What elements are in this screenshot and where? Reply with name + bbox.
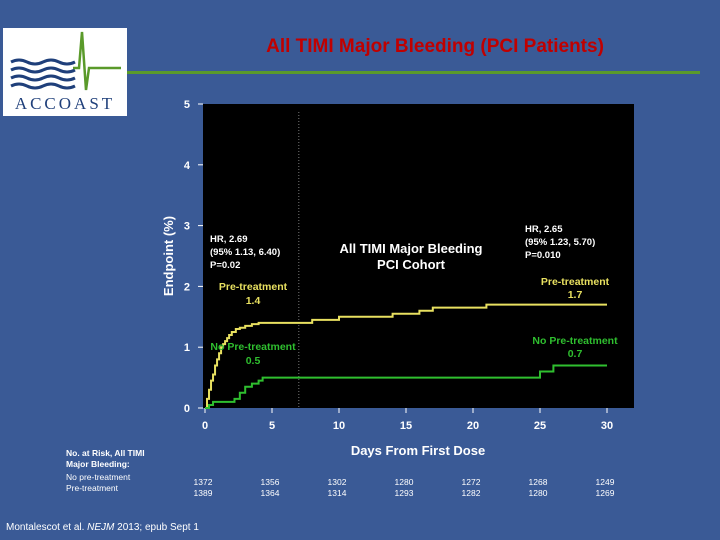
risk-table-header: No. at Risk, All TIMI Major Bleeding:: [66, 448, 145, 470]
risk-value-no-pre: 1356: [260, 477, 280, 487]
slide-title: All TIMI Major Bleeding (PCI Patients): [266, 36, 604, 57]
x-tick-label: 5: [269, 420, 275, 432]
risk-value-pre: 1280: [528, 488, 548, 498]
risk-value-pre: 1282: [461, 488, 481, 498]
risk-value-no-pre: 1280: [394, 477, 414, 487]
risk-value-no-pre: 1302: [327, 477, 347, 487]
nopre-left-label: No Pre-treatment: [210, 341, 296, 353]
x-tick-label: 25: [534, 420, 546, 432]
nopre-right-label: No Pre-treatment: [532, 335, 618, 347]
pre-left-value: 1.4: [246, 295, 261, 307]
risk-value-no-pre: 1272: [461, 477, 481, 487]
x-tick-label: 10: [333, 420, 345, 432]
risk-value-pre: 1314: [327, 488, 347, 498]
nopre-left-value: 0.5: [246, 355, 261, 367]
y-tick-label: 1: [184, 342, 190, 354]
right-hr-line3: P=0.010: [525, 250, 561, 261]
pre-treatment-series-line: [205, 303, 607, 409]
pre-left-label: Pre-treatment: [219, 281, 288, 293]
risk-row2-label: Pre-treatment: [66, 483, 118, 493]
risk-value-pre: 1293: [394, 488, 414, 498]
right-hr-line1: HR, 2.65: [525, 224, 563, 235]
pre-right-value: 1.7: [568, 289, 583, 301]
y-tick-label: 2: [184, 281, 190, 293]
risk-row1-label: No pre-treatment: [66, 472, 131, 482]
risk-value-no-pre: 1372: [193, 477, 213, 487]
wave-logo-icon: [10, 31, 121, 91]
x-tick-label: 15: [400, 420, 412, 432]
x-tick-label: 20: [467, 420, 479, 432]
pre-right-label: Pre-treatment: [541, 276, 610, 288]
center-label-line1: All TIMI Major Bleeding: [339, 241, 482, 256]
risk-header-line2: Major Bleeding:: [66, 459, 130, 469]
right-hr-line2: (95% 1.23, 5.70): [525, 237, 595, 248]
x-axis-title: Days From First Dose: [351, 443, 485, 458]
logo-text: ACCOAST: [14, 94, 116, 113]
y-tick-label: 0: [184, 403, 190, 415]
citation: Montalescot et al. NEJM 2013; epub Sept …: [6, 522, 199, 533]
nopre-right-value: 0.7: [568, 348, 583, 360]
accoast-logo: ACCOAST: [3, 28, 127, 116]
left-hr-line2: (95% 1.13, 6.40): [210, 247, 280, 258]
y-tick-label: 4: [184, 160, 191, 172]
left-hr-line1: HR, 2.69: [210, 234, 248, 245]
left-hr-line3: P=0.02: [210, 260, 240, 271]
y-axis-title: Endpoint (%): [161, 216, 176, 296]
y-tick-label: 3: [184, 221, 190, 233]
risk-value-no-pre: 1249: [595, 477, 615, 487]
citation-prefix: Montalescot et al.: [6, 522, 88, 533]
citation-suffix: 2013; epub Sept 1: [114, 522, 199, 533]
risk-value-no-pre: 1268: [528, 477, 548, 487]
x-tick-label: 30: [601, 420, 613, 432]
plot-background: [203, 104, 634, 408]
risk-value-pre: 1389: [193, 488, 213, 498]
title-divider: [127, 71, 700, 74]
risk-header-line1: No. at Risk, All TIMI: [66, 448, 145, 458]
y-tick-label: 5: [184, 99, 190, 111]
risk-value-pre: 1269: [595, 488, 615, 498]
citation-journal: NEJM: [87, 522, 115, 533]
x-tick-label: 0: [202, 420, 208, 432]
center-label-line2: PCI Cohort: [377, 257, 446, 272]
x-axis: 0 5 10 15 20 25 30: [202, 408, 613, 432]
no-pre-treatment-series-line: [205, 364, 607, 409]
risk-value-pre: 1364: [260, 488, 280, 498]
y-axis: 0 1 2 3 4 5: [184, 99, 203, 415]
